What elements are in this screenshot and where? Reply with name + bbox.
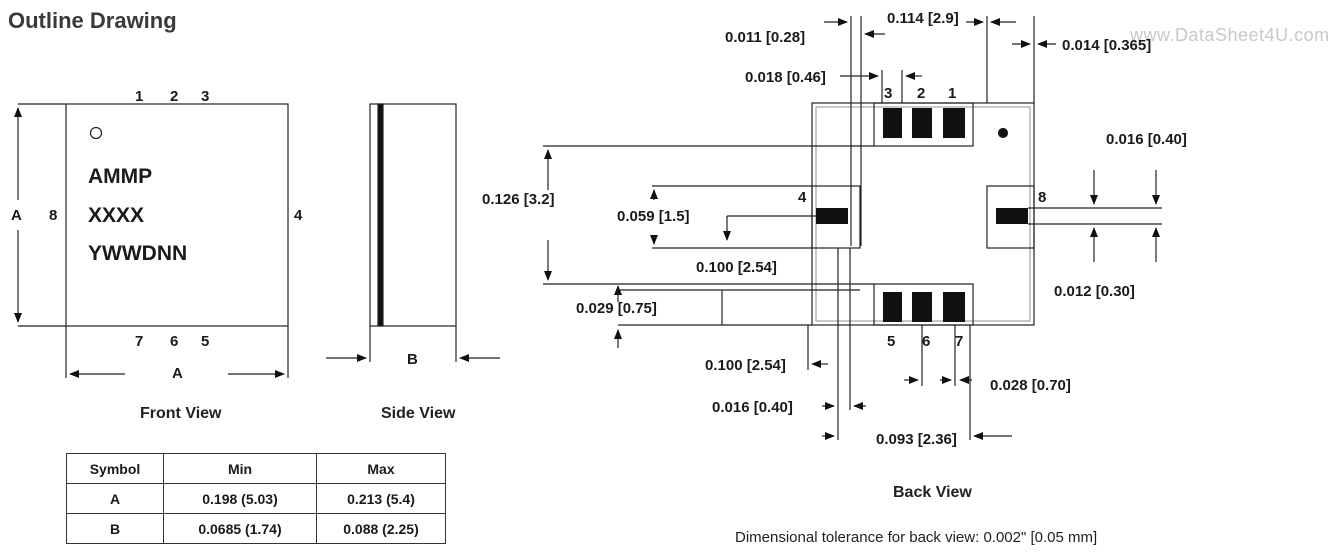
tolerance-note: Dimensional tolerance for back view: 0.0… xyxy=(735,529,1098,546)
table-cell: A xyxy=(66,483,164,514)
back-view-drawing xyxy=(543,16,1162,440)
dim-label: 0.016 [0.40] xyxy=(712,399,793,416)
front-pin-1: 1 xyxy=(135,88,144,105)
front-pin-5: 5 xyxy=(201,333,210,350)
dim-a-horizontal-label: A xyxy=(172,365,183,382)
dim-label: 0.100 [2.54] xyxy=(696,259,777,276)
front-pin-4: 4 xyxy=(294,207,303,224)
table-cell: B xyxy=(66,513,164,544)
pad-3 xyxy=(883,108,902,138)
dim-label: 0.012 [0.30] xyxy=(1054,283,1135,300)
front-view-caption: Front View xyxy=(140,405,222,422)
back-pin-6: 6 xyxy=(922,333,931,350)
dim-a-vertical-label: A xyxy=(11,207,22,224)
front-pin-3: 3 xyxy=(201,88,210,105)
pad-7 xyxy=(943,292,965,322)
back-pin1-dot xyxy=(997,127,1009,139)
pad-6 xyxy=(912,292,932,322)
pad-8 xyxy=(996,208,1028,224)
table-header-symbol: Symbol xyxy=(66,453,164,484)
back-pin-1: 1 xyxy=(948,85,957,102)
front-pin-8: 8 xyxy=(49,207,58,224)
side-view-caption: Side View xyxy=(381,405,456,422)
table-header-min: Min xyxy=(163,453,317,484)
back-view-caption: Back View xyxy=(893,484,972,501)
dim-label: 0.014 [0.365] xyxy=(1062,37,1152,54)
table-header-max: Max xyxy=(316,453,446,484)
side-view-body xyxy=(369,103,457,327)
back-pin-5: 5 xyxy=(887,333,896,350)
table-cell: 0.088 (2.25) xyxy=(316,513,446,544)
back-pin-4: 4 xyxy=(798,189,807,206)
dimension-table: Symbol Min Max A 0.198 (5.03) 0.213 (5.4… xyxy=(66,453,446,544)
table-row: B 0.0685 (1.74) 0.088 (2.25) xyxy=(66,513,446,544)
pad-1 xyxy=(943,108,965,138)
watermark: www.DataSheet4U.com xyxy=(1130,25,1330,45)
dim-label: 0.029 [0.75] xyxy=(576,300,657,317)
table-header-row: Symbol Min Max xyxy=(66,453,446,484)
marking-line-2: XXXX xyxy=(88,204,145,227)
side-view-base xyxy=(377,103,384,327)
back-pin-3: 3 xyxy=(884,85,893,102)
page-title: Outline Drawing xyxy=(8,8,177,33)
dim-label: 0.093 [2.36] xyxy=(876,431,957,448)
side-view-drawing xyxy=(326,103,500,362)
dim-label: 0.059 [1.5] xyxy=(617,208,690,225)
front-pin-2: 2 xyxy=(170,88,179,105)
table-cell: 0.0685 (1.74) xyxy=(163,513,317,544)
pad-4 xyxy=(816,208,848,224)
pin1-indicator-dot xyxy=(89,126,103,140)
dim-b-label: B xyxy=(407,351,418,368)
dim-label: 0.018 [0.46] xyxy=(745,69,826,86)
front-pin-6: 6 xyxy=(170,333,179,350)
dim-label: 0.114 [2.9] xyxy=(887,10,959,27)
back-pin-2: 2 xyxy=(917,85,926,102)
pad-5 xyxy=(883,292,902,322)
table-cell: 0.213 (5.4) xyxy=(316,483,446,514)
dim-label: 0.028 [0.70] xyxy=(990,377,1071,394)
front-view-drawing xyxy=(14,103,289,378)
back-pin-7: 7 xyxy=(955,333,964,350)
dim-label: 0.126 [3.2] xyxy=(482,191,555,208)
table-row: A 0.198 (5.03) 0.213 (5.4) xyxy=(66,483,446,514)
dim-label: 0.100 [2.54] xyxy=(705,357,786,374)
marking-line-3: YWWDNN xyxy=(88,242,188,265)
table-cell: 0.198 (5.03) xyxy=(163,483,317,514)
front-pin-7: 7 xyxy=(135,333,144,350)
marking-line-1: AMMP xyxy=(88,165,153,188)
dim-label: 0.016 [0.40] xyxy=(1106,131,1187,148)
dim-label: 0.011 [0.28] xyxy=(725,29,806,46)
pad-2 xyxy=(912,108,932,138)
front-view-body xyxy=(65,103,289,327)
back-pin-8: 8 xyxy=(1038,189,1047,206)
